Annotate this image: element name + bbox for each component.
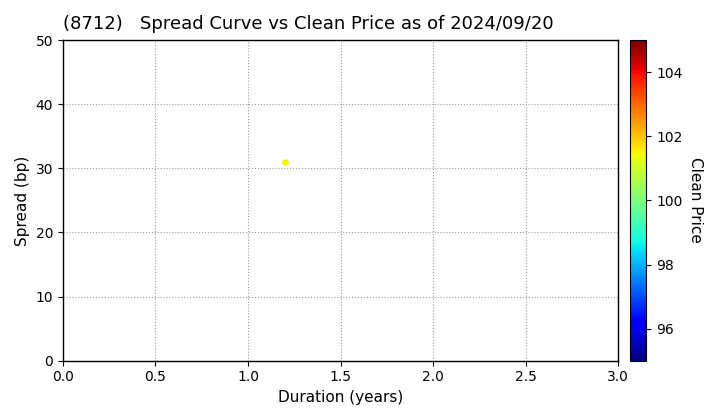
Text: (8712)   Spread Curve vs Clean Price as of 2024/09/20: (8712) Spread Curve vs Clean Price as of… [63,15,554,33]
Y-axis label: Spread (bp): Spread (bp) [15,155,30,246]
X-axis label: Duration (years): Duration (years) [278,390,403,405]
Y-axis label: Clean Price: Clean Price [688,158,703,243]
Point [279,159,291,165]
